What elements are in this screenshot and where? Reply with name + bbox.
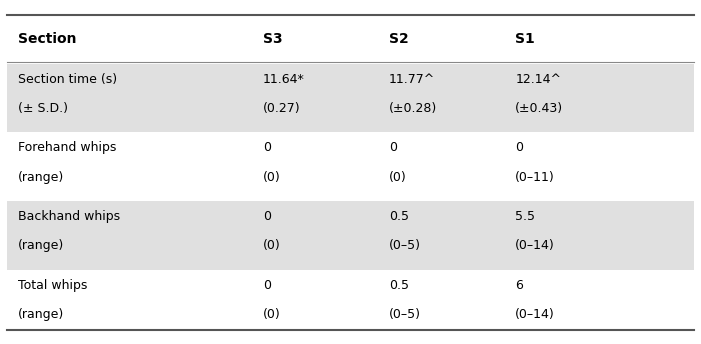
Text: (0–11): (0–11) bbox=[515, 171, 555, 184]
Text: (±0.43): (±0.43) bbox=[515, 102, 564, 115]
Text: (0.27): (0.27) bbox=[263, 102, 301, 115]
Text: (0–5): (0–5) bbox=[389, 308, 421, 321]
Text: Total whips: Total whips bbox=[18, 279, 87, 292]
Text: (range): (range) bbox=[18, 171, 64, 184]
Text: Backhand whips: Backhand whips bbox=[18, 210, 120, 223]
Text: (0–14): (0–14) bbox=[515, 239, 555, 252]
Text: (0): (0) bbox=[263, 308, 280, 321]
Text: 11.64*: 11.64* bbox=[263, 73, 305, 86]
Text: S3: S3 bbox=[263, 32, 283, 46]
Text: S1: S1 bbox=[515, 32, 535, 46]
Text: (range): (range) bbox=[18, 308, 64, 321]
Text: 6: 6 bbox=[515, 279, 523, 292]
Text: (0–5): (0–5) bbox=[389, 239, 421, 252]
Text: 0: 0 bbox=[263, 210, 271, 223]
Text: 0.5: 0.5 bbox=[389, 279, 409, 292]
Text: 0: 0 bbox=[389, 141, 397, 154]
Text: (0–14): (0–14) bbox=[515, 308, 555, 321]
Text: 5.5: 5.5 bbox=[515, 210, 536, 223]
Text: Section: Section bbox=[18, 32, 76, 46]
Text: 0: 0 bbox=[263, 279, 271, 292]
Text: (range): (range) bbox=[18, 239, 64, 252]
Text: (0): (0) bbox=[389, 171, 407, 184]
Text: 0.5: 0.5 bbox=[389, 210, 409, 223]
Text: 0: 0 bbox=[263, 141, 271, 154]
Text: (±0.28): (±0.28) bbox=[389, 102, 437, 115]
Bar bbox=[7, 64, 694, 132]
Text: Forehand whips: Forehand whips bbox=[18, 141, 116, 154]
Text: S2: S2 bbox=[389, 32, 409, 46]
Text: (0): (0) bbox=[263, 171, 280, 184]
Bar bbox=[7, 201, 694, 270]
Text: (0): (0) bbox=[263, 239, 280, 252]
Text: 0: 0 bbox=[515, 141, 523, 154]
Text: 11.77^: 11.77^ bbox=[389, 73, 435, 86]
Text: 12.14^: 12.14^ bbox=[515, 73, 562, 86]
Text: (± S.D.): (± S.D.) bbox=[18, 102, 67, 115]
Text: Section time (s): Section time (s) bbox=[18, 73, 116, 86]
